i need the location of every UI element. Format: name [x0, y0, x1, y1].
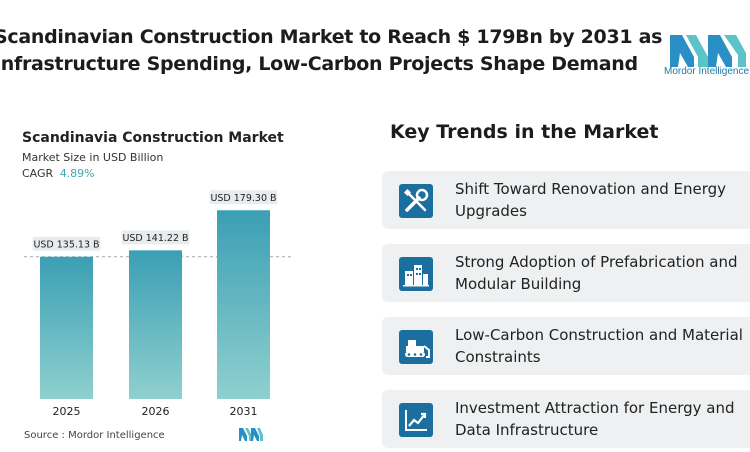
bulldozer-icon — [399, 330, 433, 364]
x-tick-label: 2026 — [142, 405, 170, 418]
trend-label-line-1: Strong Adoption of Prefabrication and — [455, 253, 738, 271]
trend-label: Shift Toward Renovation and Energy Upgra… — [455, 178, 750, 222]
growth-chart-icon — [399, 403, 433, 437]
data-label-bg — [121, 230, 190, 245]
trend-label-line-1: Shift Toward Renovation and Energy — [455, 180, 727, 198]
trend-label-line-1: Low-Carbon Construction and Material — [455, 326, 743, 344]
brand-name: Mordor Intelligence — [664, 66, 750, 77]
data-label: USD 135.13 B — [33, 239, 99, 250]
trend-label: Low-Carbon Construction and Material Con… — [455, 324, 750, 368]
trend-card-investment: Investment Attraction for Energy and Dat… — [382, 390, 750, 448]
buildings-icon — [399, 257, 433, 291]
headline-line-1: Scandinavian Construction Market to Reac… — [0, 26, 663, 48]
chart-source: Source : Mordor Intelligence — [24, 430, 165, 441]
trend-label: Investment Attraction for Energy and Dat… — [455, 397, 750, 441]
trends-title: Key Trends in the Market — [390, 121, 659, 143]
x-tick-label: 2025 — [53, 405, 81, 418]
trend-card-renovation: Shift Toward Renovation and Energy Upgra… — [382, 171, 750, 229]
x-tick-label: 2031 — [230, 405, 258, 418]
chart-subtitle: Market Size in USD Billion — [22, 151, 164, 164]
bar-2031 — [217, 210, 270, 399]
trend-card-prefabrication: Strong Adoption of Prefabrication and Mo… — [382, 244, 750, 302]
page-headline: Scandinavian Construction Market to Reac… — [0, 24, 663, 78]
trend-label-line-2: Constraints — [455, 348, 541, 366]
data-label: USD 179.30 B — [210, 193, 276, 204]
data-label-bg — [32, 236, 101, 251]
bar-2025 — [40, 256, 93, 399]
data-label-bg — [209, 190, 278, 205]
trend-label-line-1: Investment Attraction for Energy and — [455, 399, 735, 417]
tools-icon — [399, 184, 433, 218]
mordor-logo-icon — [670, 35, 746, 67]
trend-label-line-2: Modular Building — [455, 275, 582, 293]
trend-label-line-2: Data Infrastructure — [455, 421, 599, 439]
chart-title: Scandinavia Construction Market — [22, 130, 284, 146]
trend-label: Strong Adoption of Prefabrication and Mo… — [455, 251, 750, 295]
bar-2026 — [129, 250, 182, 399]
data-label: USD 141.22 B — [122, 233, 188, 244]
cagr-value: 4.89% — [59, 167, 95, 180]
chart-cagr: CAGR 4.89% — [22, 167, 95, 180]
headline-line-2: Infrastructure Spending, Low-Carbon Proj… — [0, 53, 638, 75]
trend-card-low-carbon: Low-Carbon Construction and Material Con… — [382, 317, 750, 375]
source-logo-icon — [239, 428, 263, 441]
trend-label-line-2: Upgrades — [455, 202, 527, 220]
bar-chart: USD 135.13 B 2025 USD 141.22 B 2026 USD 179.… — [24, 190, 292, 418]
cagr-label: CAGR — [22, 167, 54, 180]
